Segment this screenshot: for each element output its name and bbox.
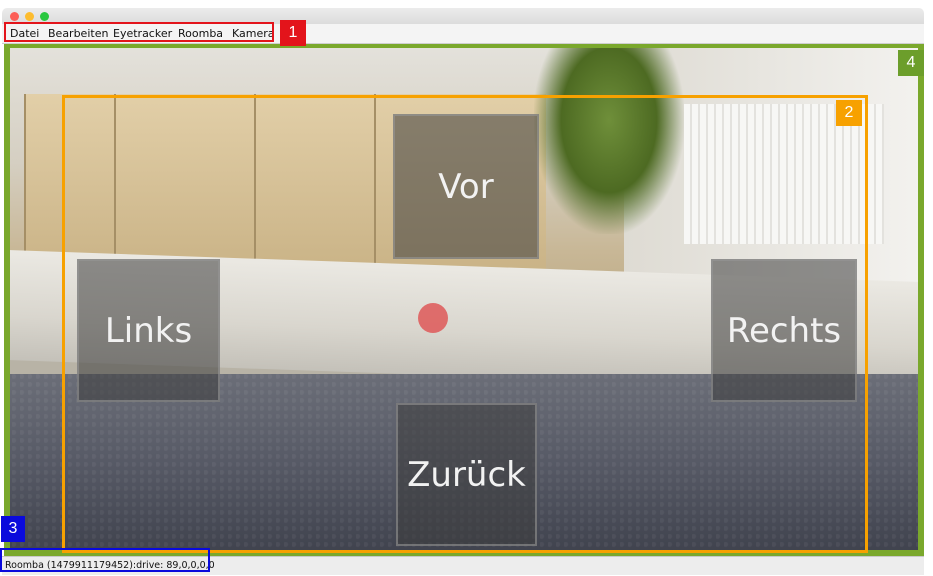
close-window-icon[interactable]: [10, 12, 19, 21]
callout-status: 3: [1, 516, 25, 542]
control-area-highlight-frame: [62, 95, 868, 553]
callout-camera: 4: [898, 50, 924, 76]
minimize-window-icon[interactable]: [25, 12, 34, 21]
zoom-window-icon[interactable]: [40, 12, 49, 21]
status-highlight-frame: [0, 548, 210, 572]
callout-control-area: 2: [836, 100, 862, 126]
callout-menu: 1: [280, 20, 306, 46]
menu-highlight-frame: [4, 22, 274, 42]
